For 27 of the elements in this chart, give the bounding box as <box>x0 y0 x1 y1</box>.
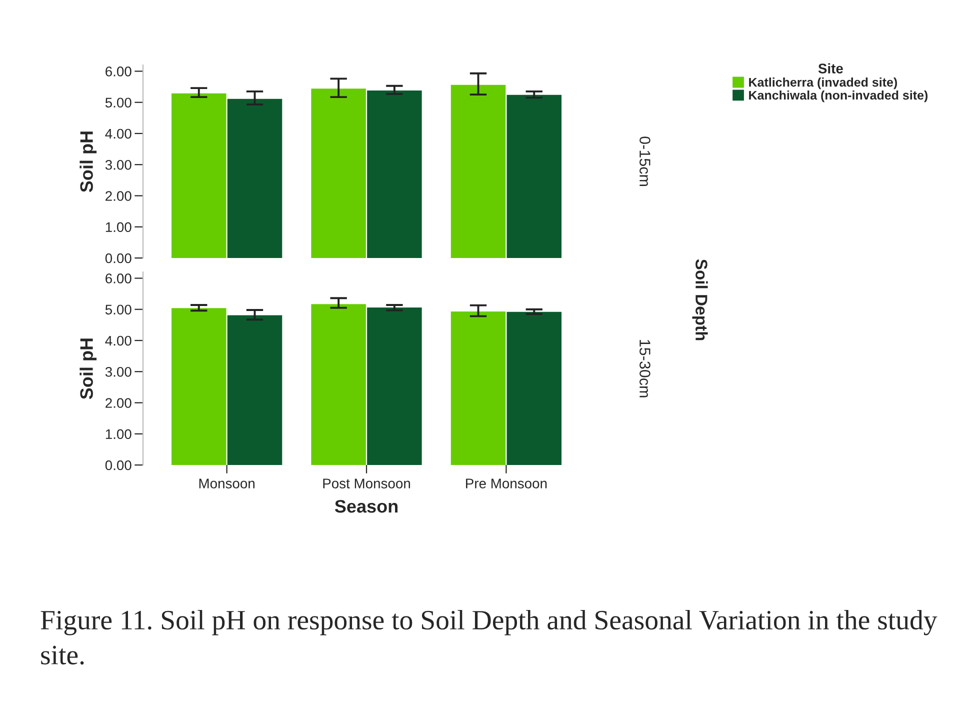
legend-title: Site <box>818 63 843 74</box>
y-axis-title: Soil pH <box>80 338 97 400</box>
legend-label: Katlicherra (invaded site) <box>749 78 897 90</box>
y-axis-title: Soil pH <box>80 132 97 192</box>
y-tick-label: 6.00 <box>106 66 132 76</box>
y-tick-label: 5.00 <box>105 98 132 108</box>
y-tick-label: 4.00 <box>105 128 132 139</box>
legend-label: Kanchiwala (non-invaded site) <box>749 90 928 102</box>
y-tick-label: 4.00 <box>105 336 132 346</box>
y-tick-label: 2.00 <box>106 398 132 408</box>
text: 0-15cm <box>640 136 650 186</box>
text: 15-30cm <box>640 340 650 398</box>
x-tick-label: Monsoon <box>199 478 254 488</box>
y-tick-label: 3.00 <box>105 366 132 377</box>
y-tick-label: 3.00 <box>105 160 132 170</box>
y-tick-label: 0.00 <box>105 460 132 470</box>
x-axis-title: Season <box>334 500 398 513</box>
y-tick-label: 2.00 <box>106 191 132 201</box>
x-tick-label: Post Monsoon <box>323 478 410 488</box>
y-tick-label: 5.00 <box>105 304 132 315</box>
text: Soil Depth <box>692 259 708 340</box>
y-tick-label: 0.00 <box>105 253 132 264</box>
y-tick-label: 1.00 <box>106 429 132 440</box>
y-tick-label: 1.00 <box>106 222 132 232</box>
x-tick-label: Pre Monsoon <box>466 478 547 488</box>
caption: Figure 11. Soil pH on response to Soil Depth and Seasonal Variation in the study site. <box>40 610 938 665</box>
y-tick-label: 6.00 <box>106 274 132 284</box>
